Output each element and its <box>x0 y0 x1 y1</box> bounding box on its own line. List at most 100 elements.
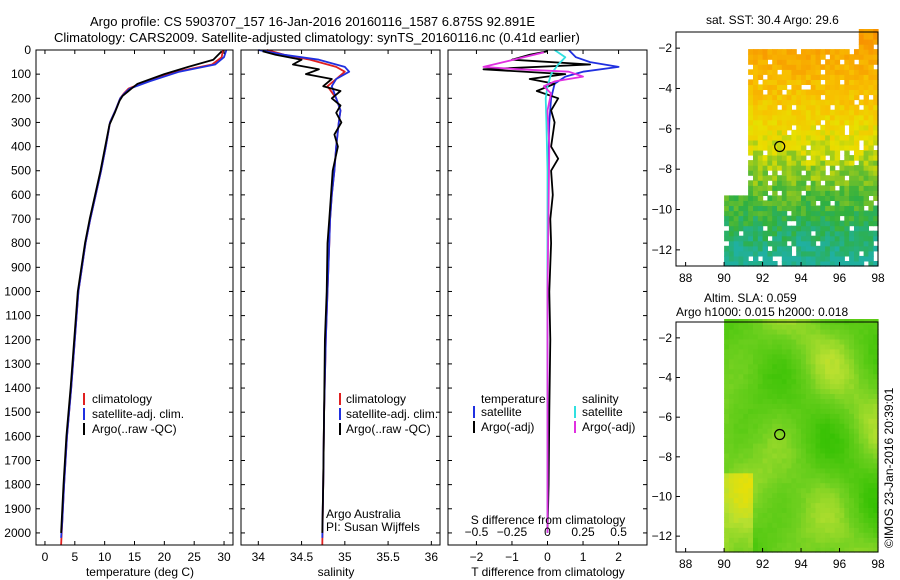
map-cell <box>849 104 855 111</box>
map-cell <box>873 353 879 360</box>
map-cell <box>868 49 874 55</box>
map-cell <box>854 215 860 222</box>
map-cell <box>873 492 879 499</box>
map-cell <box>868 497 874 504</box>
map-cell <box>733 393 740 399</box>
map-cell <box>825 200 831 206</box>
map-cell <box>767 328 773 335</box>
map-cell <box>796 348 802 355</box>
map-cell <box>854 69 860 75</box>
map-cell <box>733 507 740 513</box>
map-cell <box>844 542 850 548</box>
map-cell <box>753 388 759 394</box>
map-cell <box>873 69 879 75</box>
map-cell <box>738 522 744 528</box>
map-cell <box>757 210 764 217</box>
map-cell <box>786 413 792 419</box>
map-cell <box>810 487 817 494</box>
map-cell <box>829 348 836 355</box>
map-cell <box>786 170 792 176</box>
map-cell <box>825 119 831 126</box>
map-cell <box>834 418 841 424</box>
map-cell <box>858 442 865 449</box>
map-cell <box>762 200 768 206</box>
map-cell <box>762 472 768 479</box>
map-cell <box>815 413 821 419</box>
map-cell <box>805 487 812 494</box>
map-cell <box>868 139 874 146</box>
map-cell <box>786 225 792 232</box>
map-cell <box>834 517 841 523</box>
map-cell <box>777 447 783 454</box>
map-cell <box>868 383 874 390</box>
map-cell <box>796 507 802 513</box>
map-cell <box>796 482 802 489</box>
map-cell <box>863 403 869 409</box>
map-cell <box>825 210 831 217</box>
map-cell <box>854 368 860 375</box>
map-cell <box>815 378 821 385</box>
map-cell <box>825 89 831 96</box>
map-cell <box>858 175 865 181</box>
map-cell <box>781 54 788 60</box>
map-cell <box>863 512 869 518</box>
map-y-tick-label: −8 <box>658 162 672 176</box>
map-cell <box>801 497 807 504</box>
map-cell <box>796 64 802 70</box>
map-cell <box>829 59 836 65</box>
map-cell <box>839 240 845 247</box>
map-cell <box>724 542 730 548</box>
map-cell <box>796 250 802 257</box>
map-cell <box>854 328 860 335</box>
map-cell <box>873 129 879 136</box>
map-cell <box>854 261 860 267</box>
map-cell <box>839 180 845 186</box>
map-cell <box>772 94 778 101</box>
map-cell <box>815 69 821 75</box>
map-cell <box>858 388 865 394</box>
map-cell <box>724 428 730 434</box>
map-cell <box>743 255 749 262</box>
map-cell <box>825 442 831 449</box>
map-cell <box>834 104 841 111</box>
map-cell <box>781 170 788 176</box>
map-cell <box>868 527 874 533</box>
map-cell <box>873 532 879 538</box>
map-cell <box>873 487 879 494</box>
x-tick-label: 0 <box>544 550 551 564</box>
map-cell <box>777 487 783 494</box>
y-tick-label: 400 <box>11 140 31 154</box>
map-cell <box>786 447 792 454</box>
map-cell <box>858 215 865 222</box>
map-cell <box>839 170 845 176</box>
map-cell <box>796 54 802 60</box>
map-cell <box>858 438 865 444</box>
map-cell <box>753 408 759 414</box>
map-cell <box>825 64 831 70</box>
map-cell <box>815 49 821 55</box>
map-cell <box>767 487 773 494</box>
map-cell <box>767 512 773 518</box>
map-cell <box>834 49 841 55</box>
map-cell <box>825 145 831 151</box>
map-cell <box>844 261 850 267</box>
map-cell <box>858 79 865 85</box>
map-cell <box>844 348 850 355</box>
map-cell <box>733 383 740 390</box>
map-cell <box>873 328 879 335</box>
map-cell <box>873 408 879 414</box>
map-cell <box>854 109 860 116</box>
map-cell <box>849 240 855 247</box>
map-cell <box>781 358 788 365</box>
map-cell <box>777 155 783 161</box>
map-cell <box>801 403 807 409</box>
map-cell <box>868 532 874 538</box>
map-cell <box>748 205 754 212</box>
map-cell <box>873 109 879 116</box>
map-cell <box>772 245 778 252</box>
map-cell <box>854 145 860 151</box>
map-cell <box>772 84 778 90</box>
map-cell <box>753 99 759 106</box>
map-cell <box>801 428 807 434</box>
map-cell <box>849 487 855 494</box>
